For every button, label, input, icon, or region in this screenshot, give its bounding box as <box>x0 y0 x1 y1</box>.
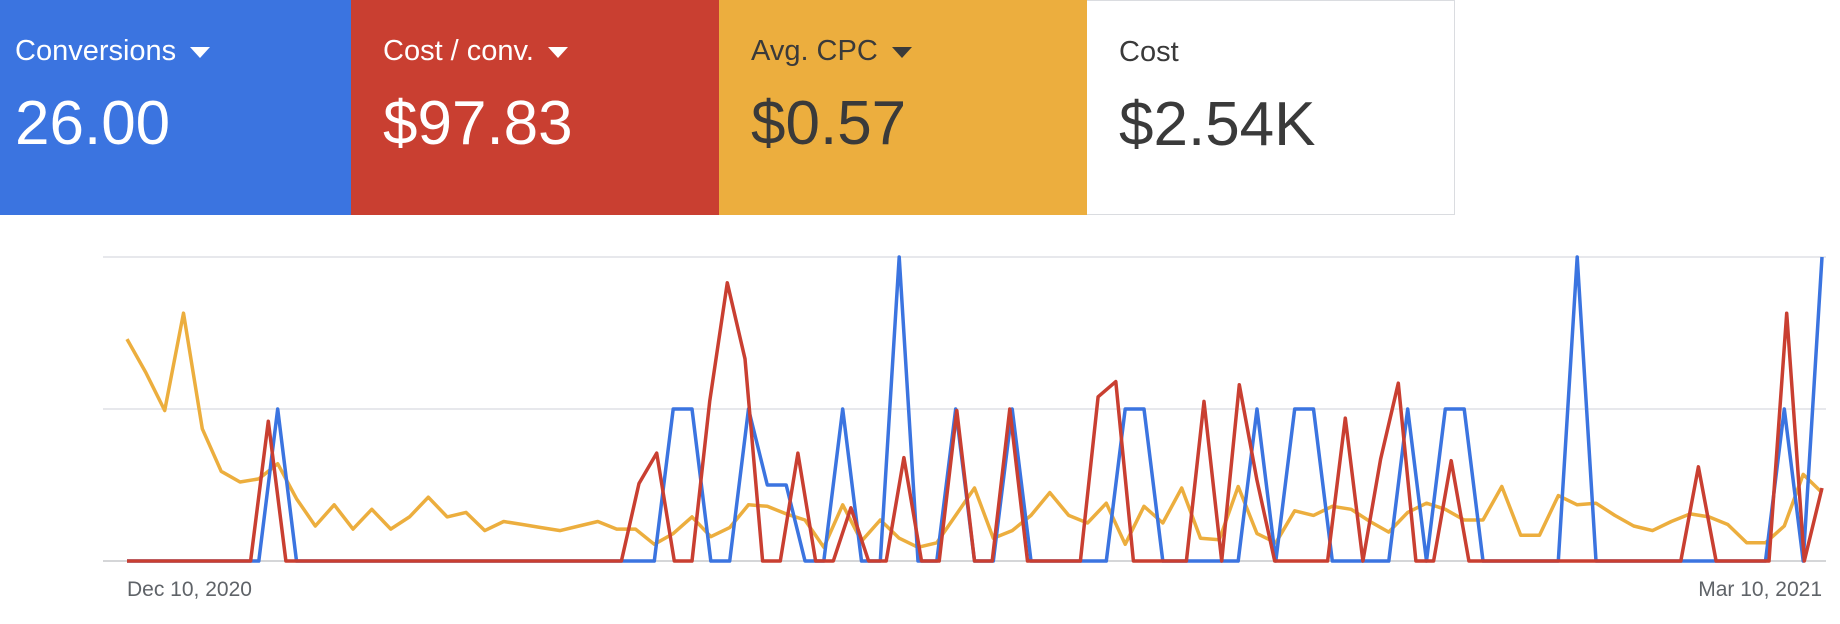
chart-series <box>125 255 1824 563</box>
metric-card-avg-cpc[interactable]: Avg. CPC $0.57 <box>719 0 1087 215</box>
metric-card-cost[interactable]: Cost $2.54K <box>1087 0 1455 215</box>
metric-label-text: Conversions <box>15 35 177 67</box>
metric-value-conversions: 26.00 <box>15 89 171 158</box>
caret-down-icon[interactable] <box>891 47 912 58</box>
metric-cards: Conversions 26.00 Cost / conv. $97.83 Av… <box>0 0 1455 215</box>
x-tick-label-start: Dec 10, 2020 <box>127 578 252 601</box>
caret-down-icon[interactable] <box>547 47 568 58</box>
series-line-avg-cpc <box>125 311 1824 550</box>
metric-label-cost: Cost <box>1119 37 1454 67</box>
line-chart: Dec 10, 2020 Mar 10, 2021 <box>103 255 1826 601</box>
metric-label-avg-cpc: Avg. CPC <box>751 36 1087 66</box>
metric-label-text: Cost <box>1119 36 1179 68</box>
x-axis: Dec 10, 2020 Mar 10, 2021 <box>127 578 1822 601</box>
metric-label-cost-per-conv: Cost / conv. <box>383 36 719 66</box>
metric-label-text: Cost / conv. <box>383 35 534 67</box>
metric-card-conversions[interactable]: Conversions 26.00 <box>0 0 351 215</box>
series-line-cost-conv <box>127 281 1824 563</box>
metric-label-text: Avg. CPC <box>751 35 878 67</box>
metric-value-cost-per-conv: $97.83 <box>383 89 573 158</box>
caret-down-icon[interactable] <box>190 47 211 58</box>
x-tick-label-end: Mar 10, 2021 <box>1698 578 1822 601</box>
metric-card-cost-per-conv[interactable]: Cost / conv. $97.83 <box>351 0 719 215</box>
metric-label-conversions: Conversions <box>15 36 351 66</box>
metric-value-avg-cpc: $0.57 <box>751 89 907 158</box>
metric-value-cost: $2.54K <box>1119 90 1316 159</box>
